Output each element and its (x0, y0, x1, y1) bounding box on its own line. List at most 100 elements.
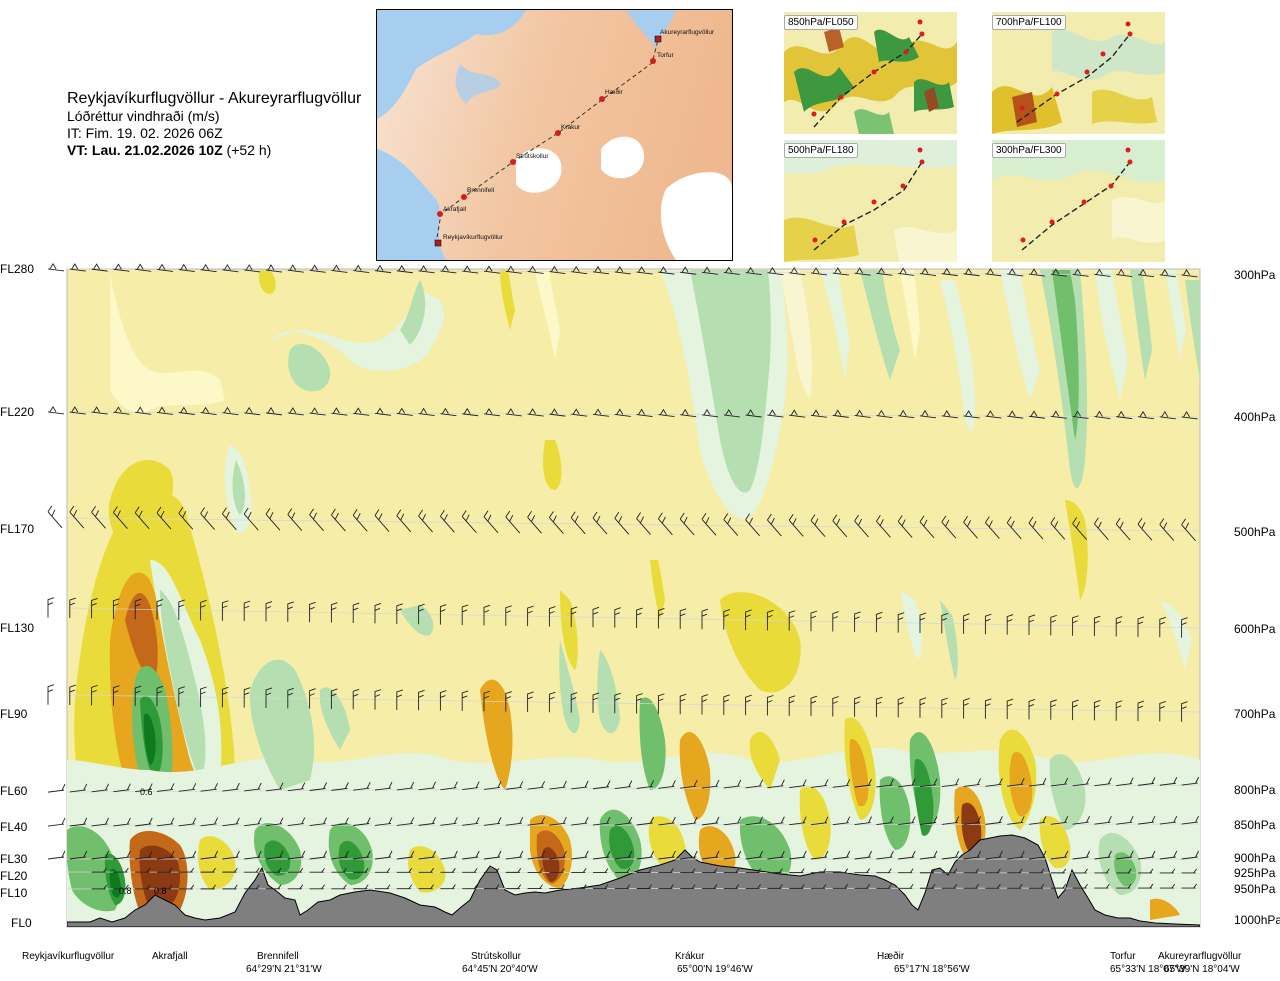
wind-barb (1181, 868, 1197, 874)
wind-barb (200, 867, 216, 873)
wind-barb (745, 694, 752, 716)
wind-barb (287, 407, 304, 416)
wind-barb (941, 515, 957, 539)
wind-barb (505, 817, 524, 826)
wind-barb (156, 506, 172, 530)
wind-barb (439, 690, 447, 711)
wind-barb (723, 513, 739, 536)
wind-barb (47, 850, 66, 860)
wind-barb (701, 408, 719, 418)
terrain-profile (67, 834, 1200, 927)
wind-barb (222, 782, 240, 792)
wind-barb (789, 779, 807, 788)
wind-barb (374, 689, 382, 710)
wind-barb (963, 267, 980, 277)
wind-barb (1007, 850, 1025, 860)
wind-barb (505, 884, 522, 890)
wind-barb (1028, 777, 1047, 787)
wind-barb (854, 884, 870, 889)
wind-barb (309, 508, 324, 532)
wind-barb (745, 850, 764, 860)
wind-barb (636, 868, 652, 873)
wind-barb (876, 868, 892, 874)
wind-barb (1137, 518, 1153, 541)
wind-barb (69, 684, 76, 706)
wind-barb (1116, 268, 1133, 278)
wind-barb (571, 408, 588, 417)
map-label-akrafjall: Akrafjall (443, 206, 467, 213)
wind-barb (331, 508, 346, 532)
wind-barb (462, 884, 478, 890)
wind-barb (244, 782, 262, 792)
wind-barb (920, 883, 936, 889)
wind-barb (1181, 701, 1188, 722)
value-annotation: 0.6 (140, 787, 153, 797)
wind-barb (876, 816, 894, 826)
wind-barb (941, 816, 960, 825)
wind-barb (200, 599, 207, 621)
fl-label: FL170 (0, 522, 35, 536)
inset-700-label: 700hPa/FL100 (992, 15, 1066, 30)
wind-barb (1007, 410, 1024, 419)
wind-barb (767, 409, 784, 418)
wind-barb (832, 850, 851, 860)
wind-barb (374, 407, 392, 416)
wind-barb (178, 884, 195, 890)
wind-barb (614, 816, 633, 826)
wind-barb (680, 408, 697, 418)
wind-barb (69, 817, 88, 827)
wind-barb (723, 816, 742, 826)
wind-barb (222, 884, 238, 890)
wind-barb (418, 689, 425, 711)
wind-barb (636, 850, 655, 860)
wind-barb (614, 868, 631, 873)
wind-barb (484, 868, 500, 873)
wind-barb (571, 816, 589, 826)
wind-barb (985, 410, 1002, 419)
wind-barb (178, 406, 195, 415)
wind-barb (353, 817, 371, 826)
wind-barb (657, 693, 665, 714)
wind-barb (156, 263, 174, 272)
wind-barb (309, 850, 328, 860)
wind-barb (614, 850, 633, 860)
wind-barb (1050, 868, 1067, 874)
wind-barb (1137, 850, 1156, 860)
route-waypoints (434, 35, 662, 247)
wind-barb (876, 778, 894, 788)
wind-barb (200, 686, 207, 708)
wind-barb (265, 782, 284, 792)
wind-barb (1115, 517, 1131, 541)
fl-label: FL130 (0, 621, 35, 635)
wind-barb (527, 868, 543, 873)
wind-barb (1159, 410, 1176, 420)
wind-barb (745, 513, 760, 537)
wind-barb (1007, 816, 1025, 825)
wind-barb (985, 267, 1002, 277)
wind-barbs (47, 263, 1200, 890)
wind-barb (941, 778, 960, 788)
wind-barb (113, 263, 130, 272)
route-title: Reykjavíkurflugvöllur - Akureyrarflugvöl… (67, 90, 362, 107)
wind-barb (788, 695, 796, 716)
wind-barb (832, 409, 849, 418)
wind-barb (91, 867, 107, 873)
wind-barb (723, 694, 730, 715)
inset-500: 500hPa/FL180 (784, 140, 957, 262)
value-annotations: 0.6 0.8 0.8 (119, 787, 167, 896)
wind-barb (178, 599, 185, 620)
wind-barb (374, 603, 382, 624)
wind-barb (810, 514, 826, 537)
wind-barb (658, 850, 676, 860)
wind-barb (462, 817, 480, 826)
wind-barb (549, 780, 567, 790)
wind-barb (418, 868, 434, 873)
wind-barb (222, 867, 238, 873)
wind-barb (810, 816, 829, 826)
route-line (435, 39, 659, 245)
wind-barb (69, 263, 86, 272)
wind-barb (1094, 410, 1111, 419)
wind-barb (309, 867, 325, 873)
wind-barb (331, 817, 349, 826)
map-label-krakur: Krákur (561, 124, 581, 131)
